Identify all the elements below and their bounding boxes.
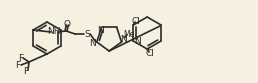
Text: NH: NH [47, 26, 61, 36]
Text: Me: Me [123, 30, 134, 39]
Text: N: N [97, 26, 104, 35]
Text: N: N [90, 39, 96, 47]
Text: F: F [23, 67, 29, 77]
Text: N: N [134, 37, 141, 45]
Text: F: F [18, 54, 23, 62]
Text: S: S [84, 29, 90, 39]
Text: Cl: Cl [146, 48, 155, 58]
Text: N: N [120, 35, 127, 43]
Text: F: F [15, 62, 21, 70]
Text: Cl: Cl [132, 17, 141, 25]
Text: O: O [64, 20, 71, 28]
